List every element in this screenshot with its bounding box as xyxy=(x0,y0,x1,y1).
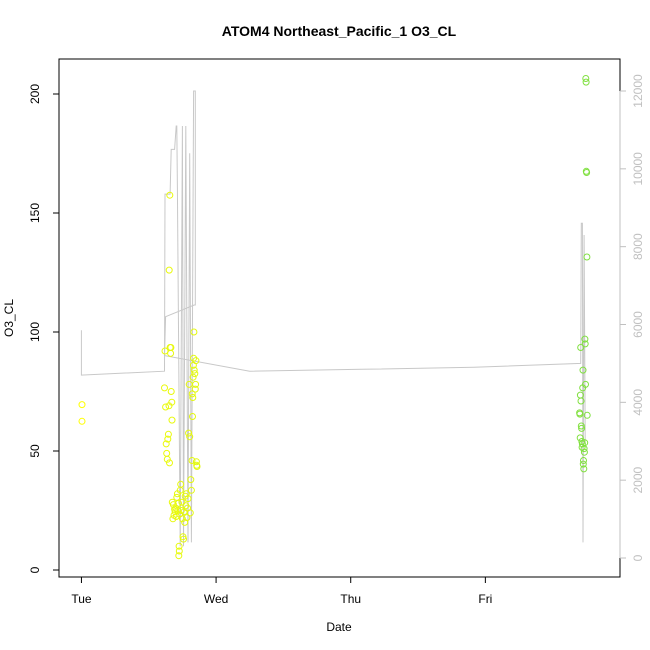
data-point xyxy=(175,552,183,560)
data-point xyxy=(187,486,195,494)
data-point xyxy=(191,385,199,393)
right-axis-line-series xyxy=(80,90,586,547)
chart-title: ATOM4 Northeast_Pacific_1 O3_CL xyxy=(222,23,457,39)
left-tick-label: 200 xyxy=(28,84,42,104)
data-point xyxy=(168,416,176,424)
x-tick-label: Fri xyxy=(478,592,492,606)
left-y-axis: 0 50 100 150 200 xyxy=(28,84,60,573)
plot-frame xyxy=(58,58,621,578)
data-point xyxy=(192,458,200,466)
data-point xyxy=(167,344,175,351)
data-point xyxy=(186,433,194,441)
data-point xyxy=(193,463,201,470)
data-point xyxy=(169,501,177,509)
data-point xyxy=(161,384,168,392)
data-point xyxy=(186,509,194,517)
y-axis-label: O3_CL xyxy=(2,299,16,337)
data-point xyxy=(577,397,585,405)
data-point xyxy=(163,455,171,463)
data-point xyxy=(190,354,198,362)
data-point xyxy=(162,403,170,411)
data-point xyxy=(580,457,587,464)
x-axis-label: Date xyxy=(326,620,352,634)
data-point xyxy=(188,457,196,464)
data-point xyxy=(188,390,196,398)
data-point xyxy=(577,422,585,430)
data-point xyxy=(576,434,584,442)
data-point xyxy=(583,411,591,419)
data-point xyxy=(580,465,588,473)
data-point xyxy=(178,515,186,523)
data-point xyxy=(161,347,169,355)
right-tick-label: 10000 xyxy=(631,152,645,186)
data-point xyxy=(582,78,590,86)
data-point xyxy=(189,373,197,381)
left-tick-label: 0 xyxy=(28,566,42,573)
data-point xyxy=(164,435,172,443)
data-point xyxy=(192,380,200,388)
data-point xyxy=(581,439,589,447)
data-point xyxy=(175,542,183,550)
left-tick-label: 100 xyxy=(28,322,42,342)
right-tick-label: 12000 xyxy=(631,74,645,108)
data-point xyxy=(184,495,192,503)
data-point xyxy=(175,547,183,555)
data-point xyxy=(180,535,187,543)
right-tick-label: 6000 xyxy=(631,311,645,338)
data-point xyxy=(175,499,182,507)
data-point xyxy=(583,253,591,261)
data-point xyxy=(163,449,171,457)
data-point xyxy=(581,335,589,343)
data-point xyxy=(187,476,195,484)
data-point xyxy=(579,460,587,468)
right-tick-label: 8000 xyxy=(631,233,645,260)
data-point xyxy=(164,430,172,438)
series-line xyxy=(80,90,586,547)
data-point xyxy=(167,388,175,395)
x-tick-label: Tue xyxy=(71,592,92,606)
data-point xyxy=(579,366,587,374)
scatter-series xyxy=(78,75,591,560)
data-point xyxy=(190,328,198,336)
left-tick-label: 150 xyxy=(28,203,42,223)
data-point xyxy=(583,169,591,176)
data-point xyxy=(166,459,173,467)
data-point xyxy=(580,448,588,456)
x-tick-label: Thu xyxy=(340,592,361,606)
data-point xyxy=(167,349,175,357)
data-point xyxy=(190,366,198,374)
data-point xyxy=(582,75,590,82)
data-point xyxy=(578,424,586,432)
data-point xyxy=(189,413,196,420)
right-tick-label: 0 xyxy=(631,554,645,561)
data-point xyxy=(192,357,200,365)
data-point xyxy=(168,398,176,406)
left-tick-label: 50 xyxy=(28,444,42,458)
data-point xyxy=(581,340,589,348)
data-point xyxy=(162,440,170,448)
data-point xyxy=(78,417,86,425)
data-point xyxy=(182,490,190,498)
right-tick-label: 4000 xyxy=(631,389,645,416)
data-point xyxy=(582,380,589,388)
data-point xyxy=(189,394,197,401)
data-point xyxy=(165,266,173,274)
data-point xyxy=(191,370,199,378)
data-point xyxy=(185,429,193,437)
right-tick-label: 2000 xyxy=(631,466,645,493)
data-point xyxy=(177,480,185,488)
data-point xyxy=(576,410,584,418)
data-point xyxy=(178,498,186,506)
data-point xyxy=(166,191,174,199)
x-tick-label: Wed xyxy=(204,592,228,606)
data-point xyxy=(183,514,191,522)
x-axis: Tue Wed Thu Fri xyxy=(71,576,492,606)
data-point xyxy=(78,401,86,409)
right-y-axis: 0 2000 4000 6000 8000 10000 12000 xyxy=(619,74,645,561)
data-point xyxy=(577,344,585,351)
